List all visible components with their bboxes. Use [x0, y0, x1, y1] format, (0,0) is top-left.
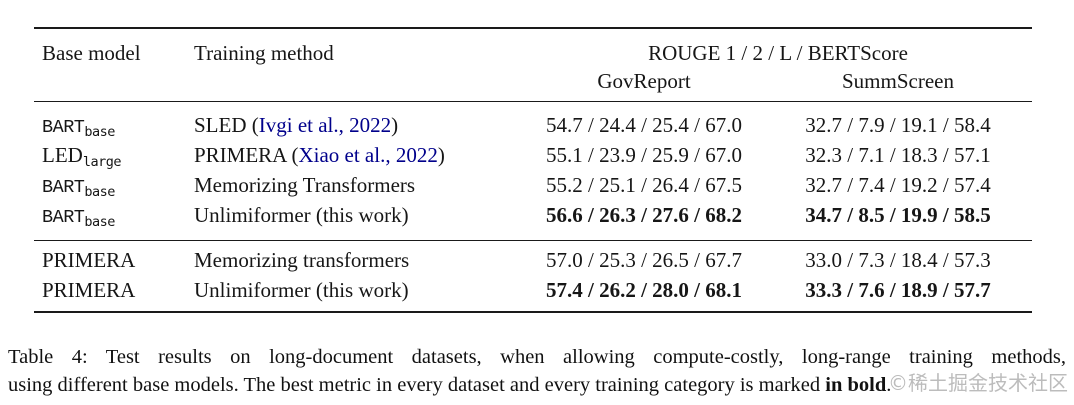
base-model-subscript: large: [82, 154, 122, 170]
base-model-cell: PRIMERA: [34, 275, 194, 305]
method-text: Memorizing transformers: [194, 248, 410, 272]
base-model-cell: LEDlarge: [34, 140, 194, 170]
table-row: BARTbase SLED (Ivgi et al., 2022) 54.7 /…: [34, 110, 1032, 140]
base-model-name: BART: [42, 177, 85, 198]
training-method-cell: Unlimiformer (this work): [194, 200, 524, 230]
training-method-cell: Memorizing transformers: [194, 245, 524, 275]
caption-line-2: using different base models. The best me…: [8, 371, 1066, 399]
table-row: PRIMERA Unlimiformer (this work) 57.4 / …: [34, 275, 1032, 305]
table-row: PRIMERA Memorizing transformers 57.0 / 2…: [34, 245, 1032, 275]
table-row: LEDlarge PRIMERA (Xiao et al., 2022) 55.…: [34, 140, 1032, 170]
summscreen-metrics-cell: 32.7 / 7.9 / 19.1 / 58.4: [805, 113, 991, 137]
base-model-cell: PRIMERA: [34, 245, 194, 275]
method-text: PRIMERA (: [194, 143, 299, 167]
caption-text: .: [886, 374, 892, 396]
base-model-name: BART: [42, 207, 85, 228]
base-model-name: PRIMERA: [42, 248, 136, 272]
govreport-metrics-cell: 54.7 / 24.4 / 25.4 / 67.0: [545, 113, 742, 137]
base-model-name: LED: [42, 143, 83, 167]
results-table: Base model Training method ROUGE 1 / 2 /…: [34, 27, 1032, 313]
header-spacer: [194, 67, 524, 95]
govreport-metrics-cell: 55.2 / 25.1 / 26.4 / 67.5: [545, 173, 742, 197]
govreport-metrics-cell: 57.0 / 25.3 / 26.5 / 67.7: [545, 248, 742, 272]
table-header: Base model Training method ROUGE 1 / 2 /…: [34, 29, 1032, 102]
header-base-model: Base model: [42, 41, 141, 65]
base-model-subscript: base: [84, 184, 115, 200]
header-metrics-label: ROUGE 1 / 2 / L / BERTScore: [648, 41, 908, 65]
method-text: Unlimiformer (this work): [194, 203, 409, 227]
method-text: ): [437, 143, 445, 167]
citation-link[interactable]: Ivgi et al., 2022: [258, 113, 392, 137]
training-method-cell: Unlimiformer (this work): [194, 275, 524, 305]
summscreen-metrics-cell: 32.3 / 7.1 / 18.3 / 57.1: [805, 143, 991, 167]
base-model-cell: BARTbase: [34, 200, 194, 230]
table-row: BARTbase Memorizing Transformers 55.2 / …: [34, 170, 1032, 200]
base-model-name: PRIMERA: [42, 278, 136, 302]
govreport-metrics-cell: 57.4 / 26.2 / 28.0 / 68.1: [545, 278, 742, 302]
training-method-cell: Memorizing Transformers: [194, 170, 524, 200]
method-text: ): [391, 113, 399, 137]
govreport-metrics-cell: 55.1 / 23.9 / 25.9 / 67.0: [545, 143, 742, 167]
table-group-long-range: BARTbase SLED (Ivgi et al., 2022) 54.7 /…: [34, 102, 1032, 241]
summscreen-metrics-cell: 33.3 / 7.6 / 18.9 / 57.7: [805, 278, 991, 302]
table-group-primera: PRIMERA Memorizing transformers 57.0 / 2…: [34, 241, 1032, 311]
base-model-cell: BARTbase: [34, 110, 194, 140]
table-caption: Table 4: Test results on long-document d…: [8, 343, 1066, 399]
summscreen-metrics-cell: 34.7 / 8.5 / 19.9 / 58.5: [805, 203, 991, 227]
header-summscreen: SummScreen: [842, 69, 954, 93]
base-model-name: BART: [42, 117, 85, 138]
training-method-cell: PRIMERA (Xiao et al., 2022): [194, 140, 524, 170]
caption-text: using different base models. The best me…: [8, 374, 826, 396]
base-model-subscript: base: [84, 214, 115, 230]
training-method-cell: SLED (Ivgi et al., 2022): [194, 110, 524, 140]
summscreen-metrics-cell: 32.7 / 7.4 / 19.2 / 57.4: [805, 173, 991, 197]
header-spacer: [34, 67, 194, 95]
base-model-cell: BARTbase: [34, 170, 194, 200]
method-text: SLED (: [194, 113, 259, 137]
caption-bold-text: in bold: [825, 374, 887, 396]
govreport-metrics-cell: 56.6 / 26.3 / 27.6 / 68.2: [545, 203, 742, 227]
method-text: Memorizing Transformers: [194, 173, 416, 197]
header-training-method: Training method: [194, 41, 334, 65]
caption-line-1: Table 4: Test results on long-document d…: [8, 346, 1066, 368]
citation-link[interactable]: Xiao et al., 2022: [298, 143, 438, 167]
header-govreport: GovReport: [597, 69, 691, 93]
summscreen-metrics-cell: 33.0 / 7.3 / 18.4 / 57.3: [805, 248, 991, 272]
method-text: Unlimiformer (this work): [194, 278, 409, 302]
table-row: BARTbase Unlimiformer (this work) 56.6 /…: [34, 200, 1032, 230]
base-model-subscript: base: [84, 124, 115, 140]
